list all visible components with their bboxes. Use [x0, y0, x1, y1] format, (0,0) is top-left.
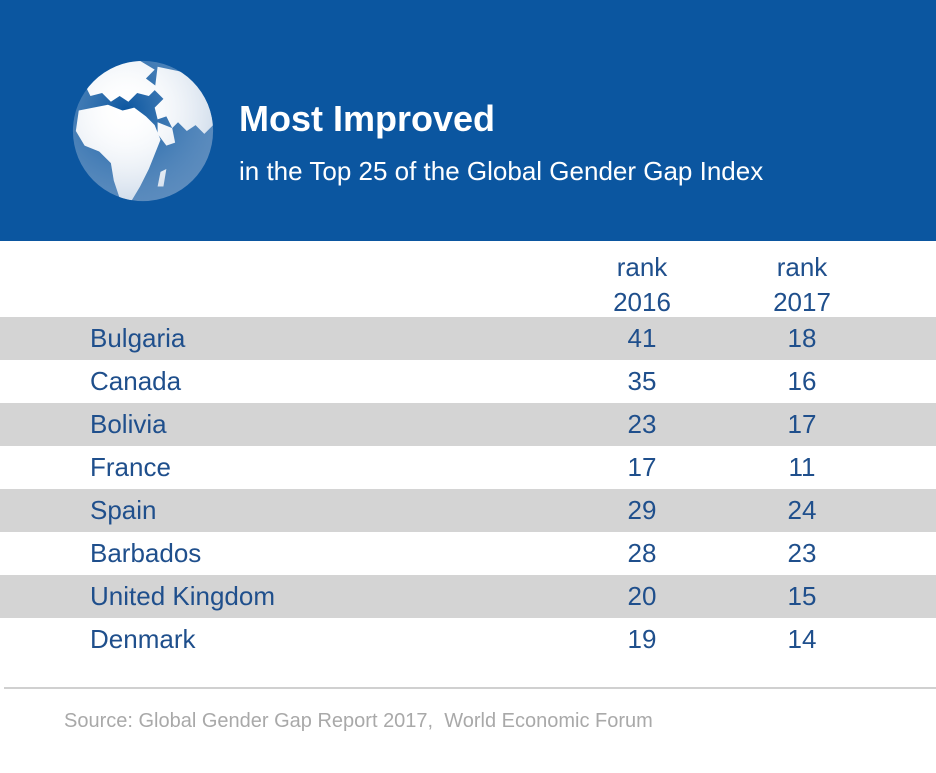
- table-row: Bulgaria 41 18: [0, 317, 936, 360]
- rank-2017-cell: 24: [787, 495, 817, 525]
- rank-2017-cell: 18: [787, 323, 817, 353]
- country-cell: Bolivia: [90, 409, 167, 439]
- rank-2017-cell: 23: [787, 538, 817, 568]
- column-header-line1: rank: [616, 252, 668, 282]
- country-cell: Canada: [90, 366, 182, 396]
- country-cell: Bulgaria: [90, 323, 186, 353]
- column-header-rank-2016: rank 2016: [582, 250, 702, 320]
- country-cell: Barbados: [90, 538, 202, 568]
- rank-2017-cell: 15: [787, 581, 817, 611]
- footer-divider: [4, 687, 936, 689]
- table-row: Bolivia 23 17: [0, 403, 936, 446]
- rank-2017-cell: 16: [787, 366, 817, 396]
- table-row: Canada 35 16: [0, 360, 936, 403]
- column-header-line2: 2016: [613, 287, 671, 317]
- rank-table: Bulgaria 41 18 Canada 35 16 Bolivia 23 1…: [0, 317, 936, 661]
- table-row: Denmark 19 14: [0, 618, 936, 661]
- source-note: Source: Global Gender Gap Report 2017, W…: [64, 710, 653, 732]
- rank-2016-cell: 20: [627, 581, 657, 611]
- rank-2016-cell: 35: [627, 366, 657, 396]
- rank-2016-cell: 41: [627, 323, 657, 353]
- column-header-line1: rank: [776, 252, 828, 282]
- rank-2017-cell: 17: [787, 409, 817, 439]
- rank-2016-cell: 19: [627, 624, 657, 654]
- country-cell: France: [90, 452, 171, 482]
- column-header-line2: 2017: [773, 287, 831, 317]
- rank-2016-cell: 29: [627, 495, 657, 525]
- table-row: Barbados 28 23: [0, 532, 936, 575]
- column-header-rank-2017: rank 2017: [742, 250, 862, 320]
- table-row: United Kingdom 20 15: [0, 575, 936, 618]
- header-banner: Most Improved in the Top 25 of the Globa…: [0, 0, 936, 241]
- country-cell: Spain: [90, 495, 157, 525]
- country-cell: Denmark: [90, 624, 196, 654]
- country-cell: United Kingdom: [90, 581, 275, 611]
- chart-title: Most Improved: [239, 98, 496, 139]
- globe-icon: [72, 60, 214, 202]
- rank-2016-cell: 28: [627, 538, 657, 568]
- table-row: France 17 11: [0, 446, 936, 489]
- rank-2016-cell: 23: [627, 409, 657, 439]
- chart-subtitle: in the Top 25 of the Global Gender Gap I…: [239, 156, 764, 186]
- rank-2017-cell: 14: [787, 624, 817, 654]
- rank-2016-cell: 17: [627, 452, 657, 482]
- table-row: Spain 29 24: [0, 489, 936, 532]
- rank-2017-cell: 11: [788, 452, 816, 482]
